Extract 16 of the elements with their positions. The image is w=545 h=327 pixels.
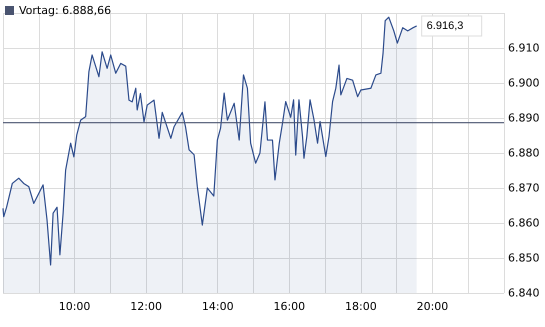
x-tick-label: 12:00 <box>130 300 162 313</box>
y-tick-label: 6.840 <box>508 286 540 300</box>
y-tick-label: 6.890 <box>508 112 540 124</box>
y-tick-label: 6.870 <box>508 182 540 194</box>
x-tick-label: 16:00 <box>273 300 306 313</box>
x-tick-label: 10:00 <box>58 300 90 313</box>
annotation: 6.916,3 <box>426 20 464 32</box>
x-tick-label: 20:00 <box>416 300 448 313</box>
y-tick-label: 6.850 <box>508 252 540 264</box>
x-tick-label: 14:00 <box>202 300 234 313</box>
legend-label: Vortag: 6.888,66 <box>19 4 112 17</box>
y-tick-label: 6.880 <box>508 146 540 160</box>
x-tick-label: 18:00 <box>345 300 377 313</box>
y-tick-label: 6.900 <box>508 76 540 90</box>
y-tick-label: 6.910 <box>508 42 540 54</box>
y-tick-label: 6.860 <box>508 216 540 230</box>
